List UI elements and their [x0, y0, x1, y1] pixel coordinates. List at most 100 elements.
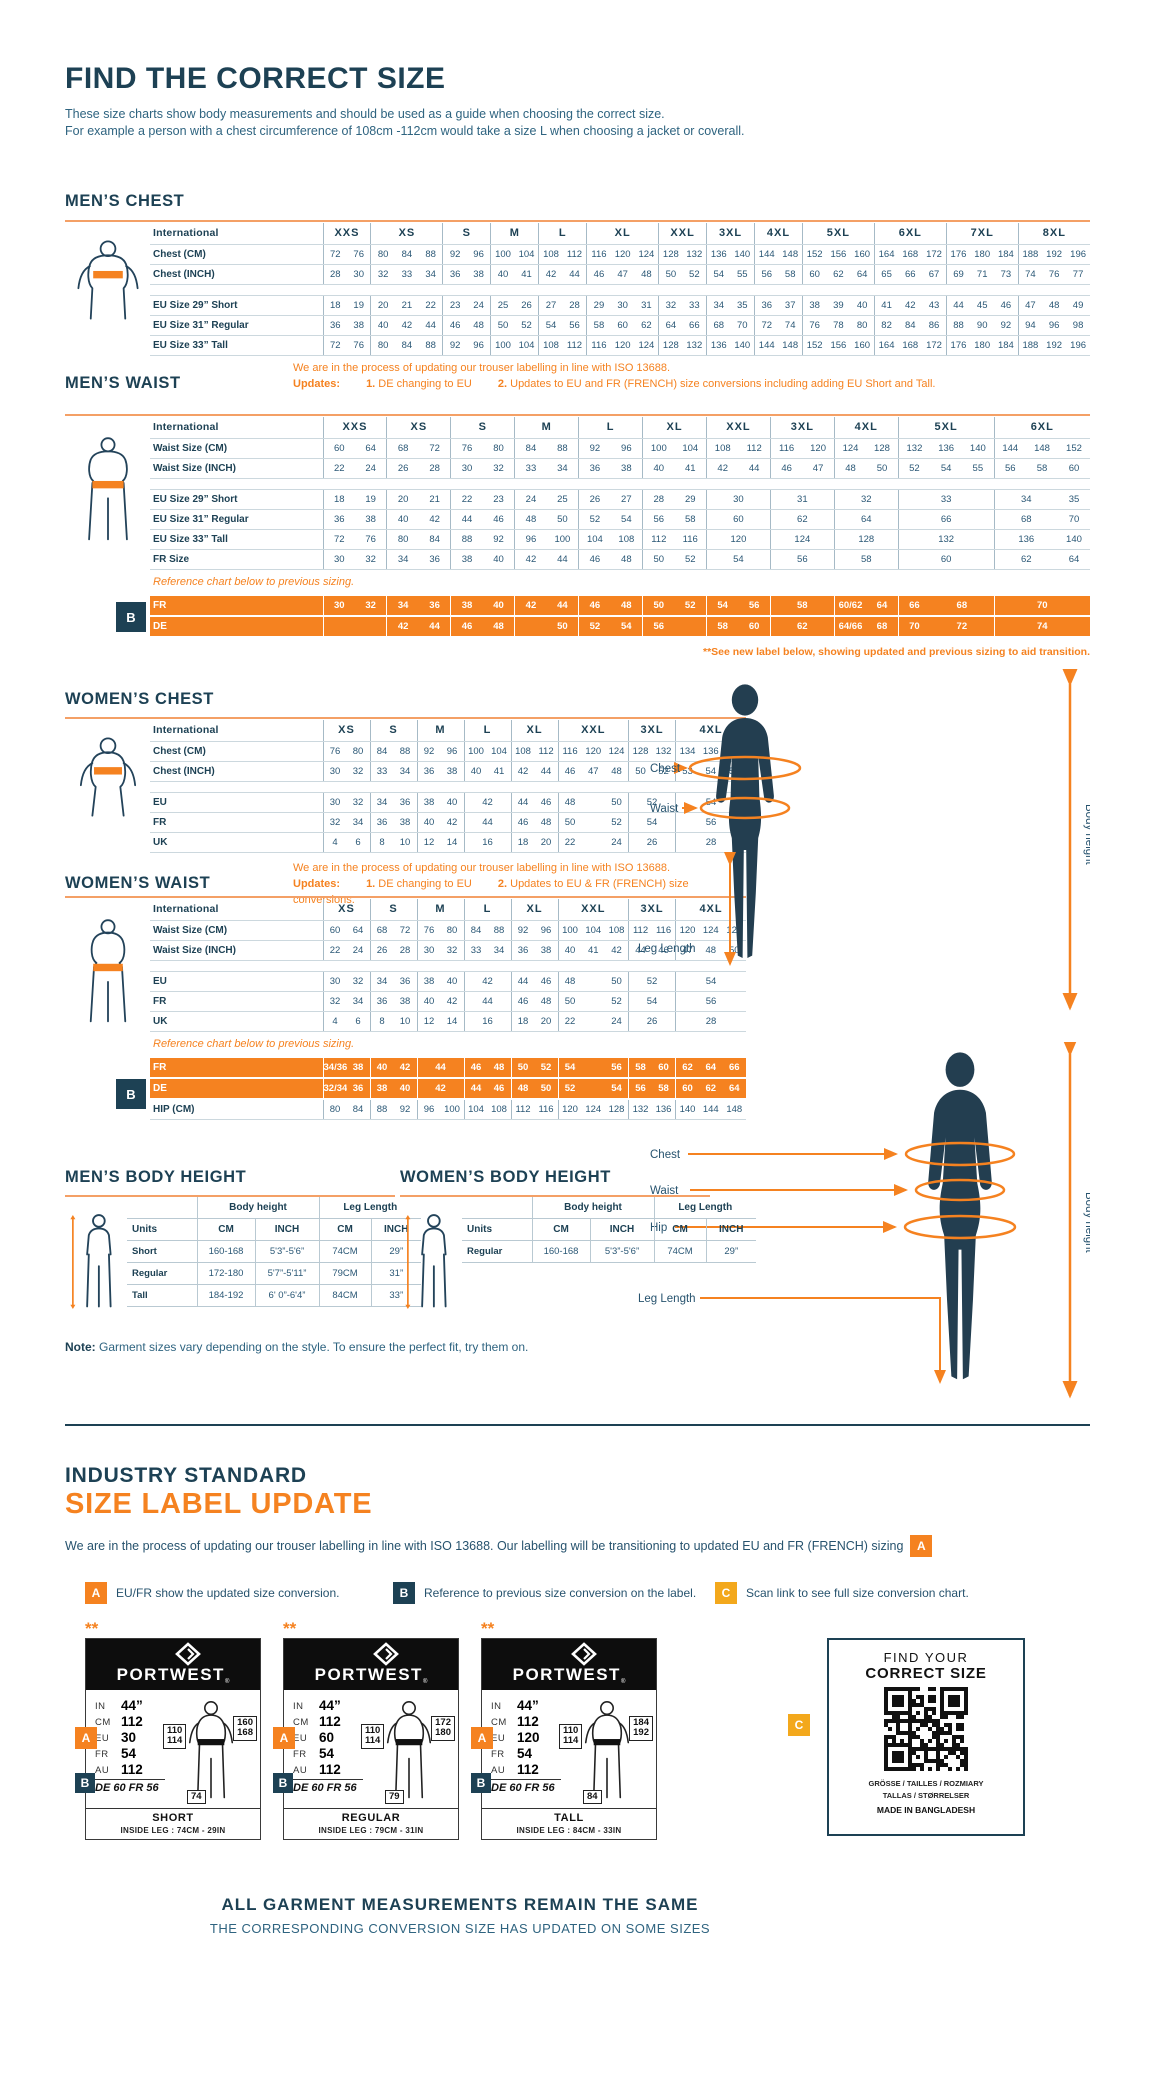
size-cell: 21: [418, 489, 451, 510]
size-cell: 124: [769, 529, 835, 550]
size-cell: [581, 1058, 606, 1079]
size-cell: 152: [1057, 438, 1090, 459]
size-cell: 46: [652, 940, 676, 961]
size-cell: 58: [652, 1078, 676, 1100]
row-label: Chest (INCH): [150, 761, 323, 782]
woman-leg-length-label: Leg Length: [638, 1293, 696, 1305]
bh-col-header: INCH: [589, 1218, 655, 1241]
size-group-header: M: [514, 417, 579, 439]
size-cell: 82: [873, 315, 899, 336]
size-cell: 52: [605, 812, 629, 833]
size-cell: 46: [586, 264, 611, 285]
size-cell: 32: [658, 295, 683, 316]
size-cell: 80: [850, 315, 875, 336]
size-cell: 46: [487, 1078, 512, 1100]
body-height-icon: [402, 1203, 454, 1326]
size-cell: 40: [386, 509, 419, 530]
size-cell: 100: [490, 335, 515, 356]
size-cell: 36: [393, 792, 417, 813]
label-meas-cm: CM 112: [293, 1714, 341, 1729]
size-cell: 36: [418, 596, 451, 617]
size-cell: 168: [898, 335, 923, 356]
size-cell: 30: [322, 761, 347, 782]
woman-chest-label: Chest: [650, 1149, 681, 1161]
size-cell: 136: [993, 529, 1058, 550]
international-header: International: [150, 720, 323, 742]
badge-c: C: [715, 1582, 737, 1604]
size-cell: 188: [1017, 335, 1043, 356]
size-cell: 66: [897, 596, 931, 617]
size-cell: 48: [487, 1058, 512, 1079]
size-cell: 32: [322, 812, 347, 833]
badge-a: A: [75, 1727, 97, 1749]
size-cell: 34: [487, 940, 512, 961]
size-cell: 47: [581, 761, 606, 782]
size-cell: 36: [346, 1078, 370, 1100]
badge-a: A: [273, 1727, 295, 1749]
size-cell: 33: [369, 761, 394, 782]
size-cell: 36: [754, 295, 779, 316]
size-cell: 46: [769, 458, 803, 479]
fr-row: FR 32 34 36 38 40 42 44 46 48 50 52 54 56: [150, 991, 747, 1012]
size-cell: 132: [682, 335, 707, 356]
size-cell: 124: [581, 1099, 606, 1120]
size-cell: 28: [393, 940, 417, 961]
size-cell: 35: [730, 295, 755, 316]
size-cell: 58: [1026, 458, 1058, 479]
size-group-header: 3XL: [628, 720, 676, 742]
size-cell: 33: [394, 264, 419, 285]
bh-col-header: CM: [531, 1218, 591, 1241]
size-cell: 50: [534, 1078, 559, 1100]
size-cell: 52: [674, 549, 707, 570]
size-cell: 8: [369, 832, 394, 853]
eu-33-tall-row: EU Size 33” Tall 72 76 80 84 88 92 96 100 104 108 1…: [150, 529, 1090, 550]
size-cell: 172: [922, 335, 947, 356]
size-cell: 148: [722, 1099, 747, 1120]
label-figure: 110 114 184 192 84: [559, 1698, 653, 1804]
size-cell: 80: [322, 1099, 347, 1120]
size-cell: 60: [801, 264, 827, 285]
size-cell: 184: [994, 335, 1019, 356]
size-cell: 38: [466, 264, 491, 285]
size-cell: 46: [463, 1058, 488, 1079]
size-cell: 31: [769, 489, 835, 510]
size-cell: 77: [1066, 264, 1091, 285]
size-cell: 196: [1066, 335, 1091, 356]
size-cell: 64: [658, 315, 683, 336]
row-label: Tall: [127, 1284, 198, 1307]
size-group-header: L: [538, 223, 587, 245]
size-cell: 52: [578, 616, 611, 638]
size-cell: 124: [634, 335, 659, 356]
size-cell: 160: [850, 244, 875, 265]
size-cell: 140: [730, 335, 755, 356]
size-cell: 46: [482, 509, 515, 530]
bh-col-header: INCH: [705, 1218, 757, 1241]
size-cell: 112: [642, 529, 675, 550]
size-cell: 54: [706, 264, 731, 285]
size-group-header: 5XL: [801, 223, 875, 245]
size-cell: 42: [605, 940, 629, 961]
size-cell: 38: [393, 812, 417, 833]
size-cell: 34: [418, 264, 443, 285]
size-cell: 50: [866, 458, 899, 479]
row-label: EU Size 33” Tall: [150, 335, 323, 356]
size-cell: 92: [442, 335, 467, 356]
size-cell: 72: [418, 438, 451, 459]
bh-group-header: Body height: [196, 1197, 320, 1219]
row-label: Waist Size (CM): [150, 438, 323, 459]
size-cell: 56: [642, 616, 675, 638]
size-group-header: XXL: [705, 417, 771, 439]
label-meas-cm: CM 112: [491, 1714, 539, 1729]
size-cell: 24: [466, 295, 491, 316]
size-cell: 84: [514, 438, 547, 459]
size-cell: 164: [873, 335, 899, 356]
size-cell: 50: [546, 509, 579, 530]
size-cell: 96: [514, 529, 547, 550]
size-group-header: 7XL: [945, 223, 1019, 245]
size-cell: 38: [440, 761, 465, 782]
badge-c: C: [788, 1714, 810, 1736]
size-cell: 40: [440, 792, 465, 813]
label-meas-au: AU 112: [491, 1762, 539, 1777]
size-cell: 124: [699, 920, 723, 941]
size-cell: 18: [322, 489, 355, 510]
